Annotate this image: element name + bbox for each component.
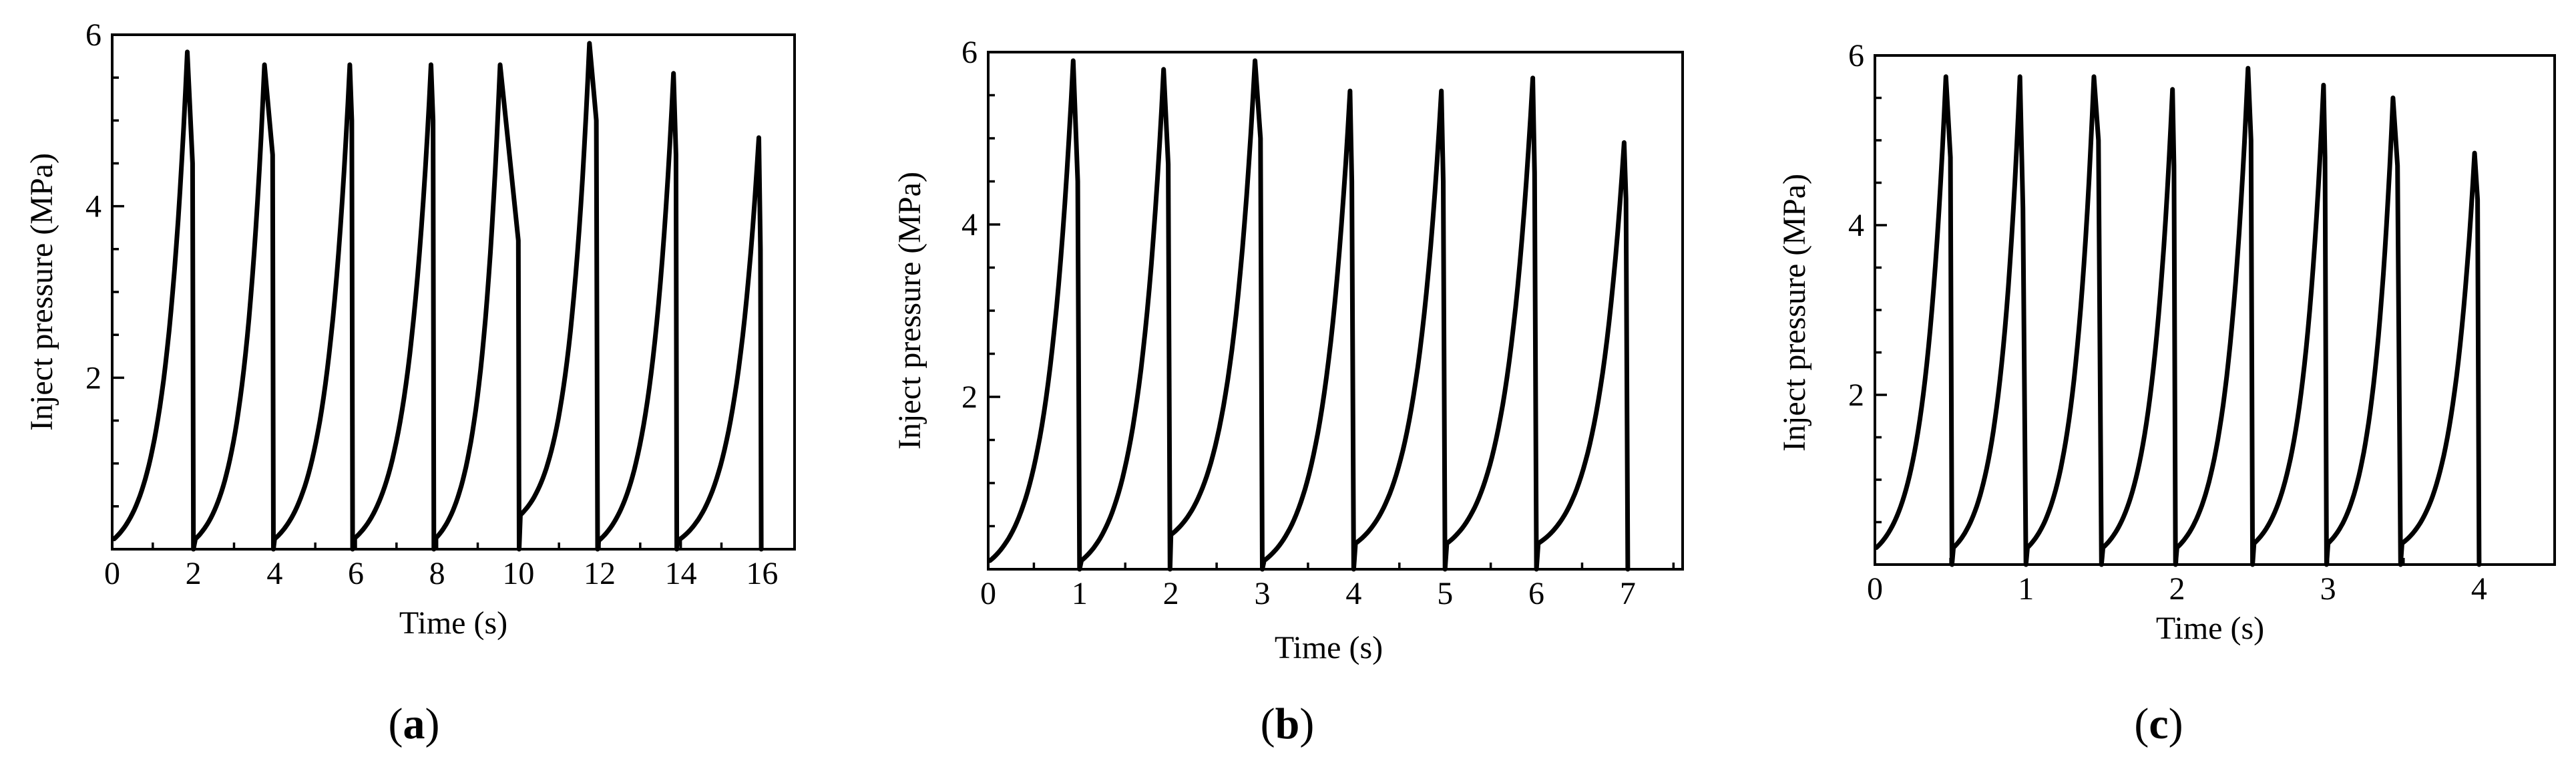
y-tick-label-a: 6	[85, 17, 101, 53]
y-tick-label-a: 4	[85, 189, 101, 224]
y-tick-labels-c: 2 4 6	[1848, 38, 1864, 413]
x-axis-label-a: Time (s)	[399, 605, 507, 641]
pressure-trace-c	[1874, 65, 2482, 567]
panel-label-a: (a)	[389, 700, 440, 748]
x-tick-label-c: 4	[2471, 571, 2487, 607]
x-tick-label-a: 6	[348, 556, 364, 591]
plot-frame-a	[111, 33, 796, 551]
panel-label-a-open: (	[389, 700, 403, 748]
plot-frame-c	[1874, 54, 2556, 566]
x-tick-label-b: 0	[980, 576, 996, 611]
y-axis-label-a: Inject pressure (MPa)	[24, 153, 59, 431]
x-axis-label-b: Time (s)	[1275, 630, 1383, 665]
panel-label-a-close: )	[425, 700, 440, 748]
tick-marks-a	[111, 33, 764, 551]
panel-label-c: (c)	[2134, 700, 2183, 748]
x-tick-label-b: 6	[1528, 576, 1544, 611]
panel-label-b: (b)	[1261, 700, 1315, 748]
x-tick-label-b: 2	[1163, 576, 1179, 611]
x-tick-label-a: 4	[266, 556, 282, 591]
panel-label-c-open: (	[2134, 700, 2149, 748]
y-tick-label-a: 2	[85, 360, 101, 396]
panel-label-b-close: )	[1299, 700, 1314, 748]
panel-label-b-open: (	[1261, 700, 1275, 748]
panel-label-c-letter: c	[2149, 700, 2168, 748]
x-tick-label-b: 5	[1437, 576, 1453, 611]
panel-label-a-letter: a	[403, 700, 425, 748]
x-tick-label-b: 4	[1345, 576, 1361, 611]
x-tick-label-b: 7	[1620, 576, 1636, 611]
x-axis-label-c: Time (s)	[2156, 611, 2264, 646]
x-tick-label-a: 14	[665, 556, 697, 591]
panel-label-c-close: )	[2169, 700, 2183, 748]
x-tick-label-c: 0	[1867, 571, 1883, 607]
x-tick-labels-a: 0 2 4 6 8 10 12 14 16	[104, 556, 778, 591]
chart-panel-a: 0 2 4 6 8 10 12 14 16 2 4 6 Time (s) Inject pressu…	[24, 17, 796, 748]
y-tick-label-b: 2	[961, 379, 978, 415]
x-tick-label-c: 3	[2320, 571, 2336, 607]
x-tick-labels-c: 0 1 2 3 4	[1867, 571, 2487, 607]
y-tick-label-b: 6	[961, 35, 978, 70]
x-tick-label-b: 1	[1072, 576, 1088, 611]
y-tick-labels-b: 2 4 6	[961, 35, 978, 415]
x-tick-label-a: 2	[186, 556, 202, 591]
y-axis-label-c: Inject pressure (MPa)	[1777, 174, 1812, 452]
tick-marks-c	[1874, 54, 2556, 566]
pressure-trace-a	[112, 41, 764, 552]
y-tick-label-c: 2	[1848, 377, 1864, 413]
x-tick-label-a: 16	[746, 556, 778, 591]
y-tick-label-c: 6	[1848, 38, 1864, 73]
tick-marks-b	[987, 51, 1675, 571]
y-tick-label-c: 4	[1848, 208, 1864, 243]
x-tick-label-c: 1	[2018, 571, 2034, 607]
x-tick-labels-b: 0 1 2 3 4 5 6 7	[980, 576, 1636, 611]
x-tick-label-a: 0	[104, 556, 120, 591]
y-tick-label-b: 4	[961, 207, 978, 243]
x-tick-label-a: 8	[429, 556, 445, 591]
y-tick-labels-a: 2 4 6	[85, 17, 101, 396]
x-tick-label-a: 10	[502, 556, 534, 591]
x-tick-label-a: 12	[584, 556, 616, 591]
pressure-trace-b	[988, 58, 1631, 572]
chart-panel-b: 0 1 2 3 4 5 6 7 2 4 6 Time (s) Inject pressure (M…	[892, 35, 1684, 748]
x-tick-label-c: 2	[2169, 571, 2185, 607]
panel-label-b-letter: b	[1275, 700, 1300, 748]
x-tick-label-b: 3	[1255, 576, 1271, 611]
chart-panel-c: 0 1 2 3 4 2 4 6 Time (s) Inject pressure (MPa)…	[1777, 38, 2556, 748]
y-axis-label-b: Inject pressure (MPa)	[892, 172, 927, 450]
